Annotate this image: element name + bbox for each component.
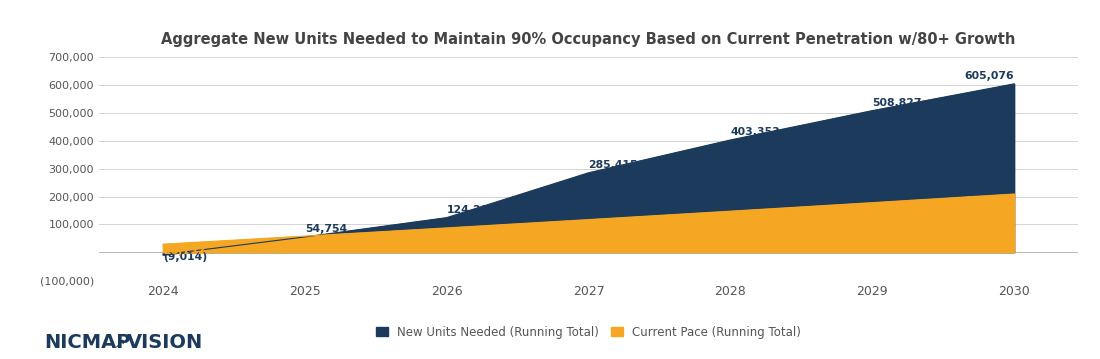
Text: (9,014): (9,014) bbox=[163, 252, 207, 262]
Text: 124,205: 124,205 bbox=[447, 205, 496, 215]
Text: 54,754: 54,754 bbox=[305, 224, 346, 234]
Text: 28,732: 28,732 bbox=[163, 246, 205, 256]
Text: 508,827: 508,827 bbox=[872, 98, 922, 108]
Text: 605,076: 605,076 bbox=[965, 71, 1014, 81]
Text: 209,140: 209,140 bbox=[965, 196, 1014, 206]
Text: 403,353: 403,353 bbox=[730, 127, 780, 137]
Text: 117,188: 117,188 bbox=[588, 222, 638, 232]
Text: 285,415: 285,415 bbox=[588, 160, 638, 170]
Text: 87,321: 87,321 bbox=[447, 230, 488, 240]
Title: Aggregate New Units Needed to Maintain 90% Occupancy Based on Current Penetratio: Aggregate New Units Needed to Maintain 9… bbox=[162, 32, 1015, 47]
Text: 178,092: 178,092 bbox=[872, 205, 922, 215]
Text: VISION: VISION bbox=[126, 333, 202, 352]
Text: 147,444: 147,444 bbox=[730, 213, 780, 223]
Text: 57,837: 57,837 bbox=[305, 238, 346, 248]
Text: NICMAP: NICMAP bbox=[44, 333, 131, 352]
Text: ↗: ↗ bbox=[113, 336, 124, 350]
Legend: New Units Needed (Running Total), Current Pace (Running Total): New Units Needed (Running Total), Curren… bbox=[376, 326, 801, 339]
